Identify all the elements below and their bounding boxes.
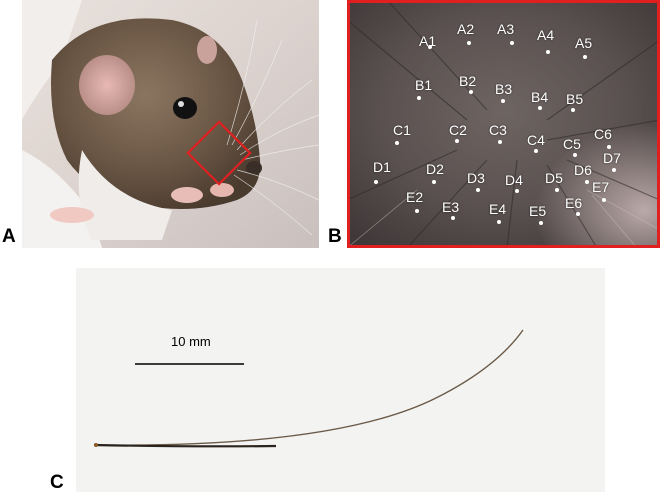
whisker-label-d5: D5 <box>545 170 563 186</box>
whisker-dot-e4 <box>497 220 501 224</box>
whisker-label-b1: B1 <box>415 77 433 93</box>
whisker-label-b4: B4 <box>531 89 549 105</box>
whisker-label-e5: E5 <box>529 203 547 219</box>
whisker-specimen-panel: 10 mm <box>76 268 605 492</box>
whisker-label-c5: C5 <box>563 136 581 152</box>
whisker-label-d6: D6 <box>574 162 592 178</box>
whisker-pad-photo <box>347 0 660 248</box>
whisker-dot-b1 <box>417 96 421 100</box>
panel-label-a: A <box>2 226 16 247</box>
scale-bar-label: 10 mm <box>171 334 211 349</box>
whisker-dot-e2 <box>415 209 419 213</box>
whisker-dot-e5 <box>539 221 543 225</box>
whisker-label-c2: C2 <box>449 122 467 138</box>
whisker-dot-c3 <box>498 140 502 144</box>
panel-label-b: B <box>328 226 342 247</box>
whisker-dot-c5 <box>573 153 577 157</box>
whisker-label-e4: E4 <box>489 201 507 217</box>
whisker-label-e7: E7 <box>592 179 610 195</box>
whisker-dot-a4 <box>546 50 550 54</box>
rat-photo-panel <box>22 0 319 248</box>
whisker-dot-a2 <box>467 41 471 45</box>
whisker-label-e3: E3 <box>442 199 460 215</box>
whisker-dot-d1 <box>374 180 378 184</box>
whisker-label-d1: D1 <box>373 159 391 175</box>
whisker-dot-e7 <box>602 198 606 202</box>
whisker-label-c6: C6 <box>594 126 612 142</box>
whisker-label-d4: D4 <box>505 172 523 188</box>
whisker-dot-d3 <box>476 188 480 192</box>
whisker-label-a3: A3 <box>497 21 515 37</box>
whisker-label-a5: A5 <box>575 35 593 51</box>
whisker-dot-b5 <box>571 108 575 112</box>
whisker-label-e6: E6 <box>565 195 583 211</box>
whisker-label-c3: C3 <box>489 122 507 138</box>
whisker-label-a4: A4 <box>537 27 555 43</box>
whisker-dot-e6 <box>576 212 580 216</box>
whisker-dot-c1 <box>395 141 399 145</box>
whisker-label-d2: D2 <box>426 161 444 177</box>
whisker-photo <box>76 268 605 492</box>
whisker-label-d7: D7 <box>603 150 621 166</box>
whisker-dot-b4 <box>538 106 542 110</box>
whisker-dot-a3 <box>510 41 514 45</box>
whisker-dot-d5 <box>555 188 559 192</box>
whisker-label-c1: C1 <box>393 122 411 138</box>
whisker-dot-a1 <box>428 45 432 49</box>
whisker-dot-d4 <box>515 189 519 193</box>
whisker-label-b3: B3 <box>495 81 513 97</box>
whisker-label-b5: B5 <box>566 91 584 107</box>
whisker-dot-c6 <box>607 145 611 149</box>
whisker-dot-b3 <box>501 99 505 103</box>
whisker-dot-c2 <box>455 139 459 143</box>
whisker-dot-d6 <box>585 180 589 184</box>
whisker-label-a1: A1 <box>419 33 437 49</box>
whisker-pad-panel: A1 A2 A3 A4 A5 B1 B2 B3 B4 B5 C1 C2 C3 C4 C5 C6 D1 D2 D3 D4… <box>347 0 660 248</box>
panel-label-c: C <box>50 472 64 493</box>
whisker-dot-d2 <box>432 180 436 184</box>
whisker-dot-c4 <box>534 149 538 153</box>
rat-photo <box>22 0 319 248</box>
whisker-dot-d7 <box>612 168 616 172</box>
whisker-dot-a5 <box>583 55 587 59</box>
whisker-label-a2: A2 <box>457 21 475 37</box>
whisker-dot-b2 <box>469 90 473 94</box>
whisker-label-b2: B2 <box>459 73 477 89</box>
whisker-label-d3: D3 <box>467 170 485 186</box>
whisker-label-e2: E2 <box>406 189 424 205</box>
whisker-label-c4: C4 <box>527 132 545 148</box>
whisker-dot-e3 <box>451 216 455 220</box>
